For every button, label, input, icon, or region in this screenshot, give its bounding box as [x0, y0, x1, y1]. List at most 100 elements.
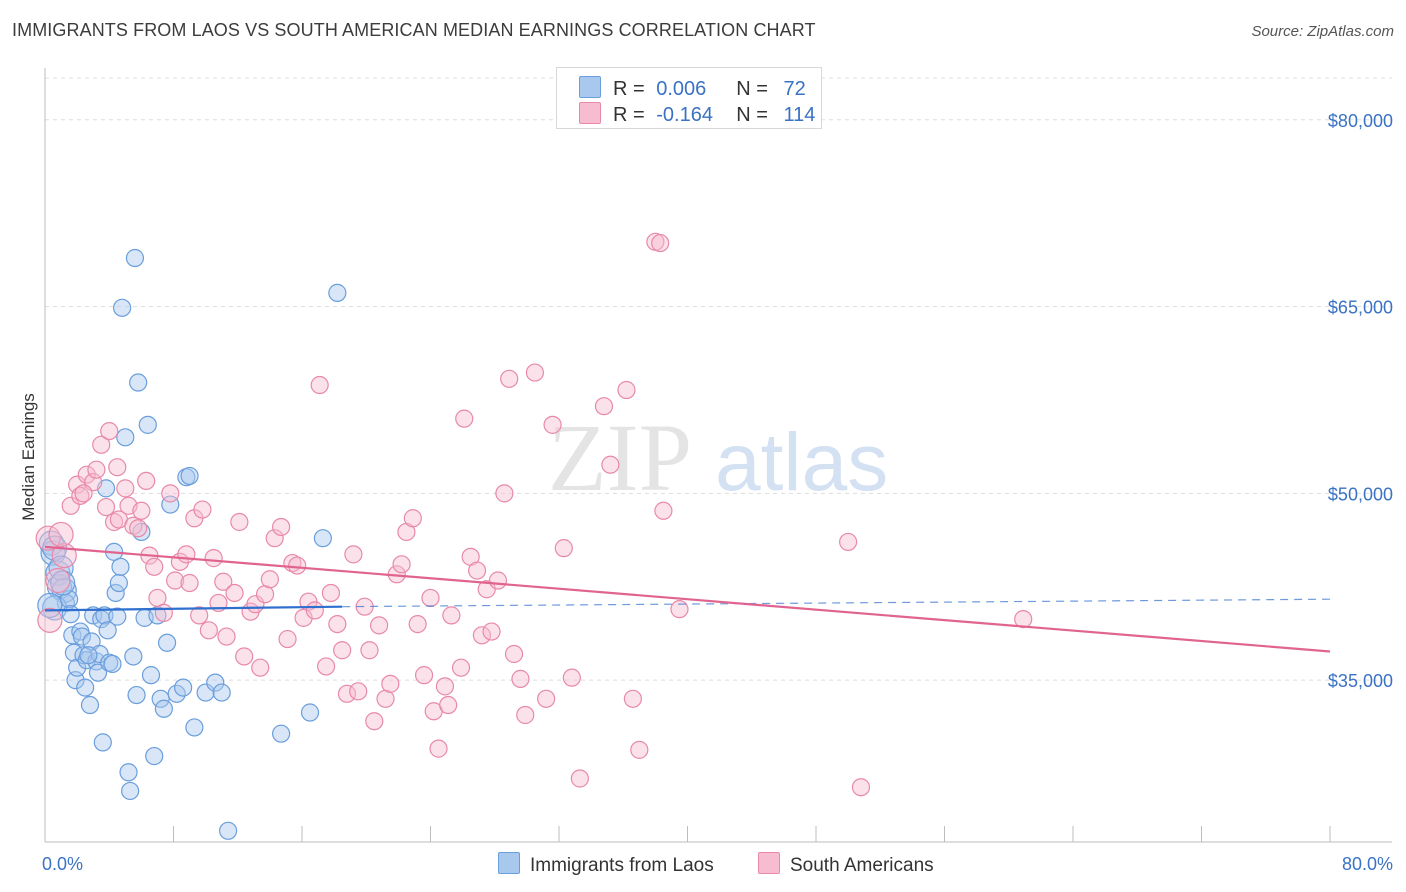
chart-title: IMMIGRANTS FROM LAOS VS SOUTH AMERICAN M…: [12, 20, 816, 40]
point-laos: [196, 683, 215, 702]
point-south-americans: [199, 621, 218, 640]
point-south-americans: [288, 556, 307, 575]
point-laos: [109, 573, 128, 593]
point-south-americans: [429, 739, 448, 758]
point-south-americans: [154, 603, 173, 622]
point-laos: [80, 695, 100, 715]
point-south-americans: [137, 471, 156, 491]
point-south-americans: [45, 567, 71, 594]
point-laos: [219, 821, 238, 840]
point-south-americans: [839, 532, 858, 552]
point-south-americans: [92, 435, 111, 454]
point-laos: [76, 678, 95, 697]
point-south-americans: [516, 705, 535, 725]
point-laos: [185, 718, 204, 737]
point-south-americans: [455, 409, 474, 428]
series-swatch-south-americans: [758, 852, 780, 874]
point-laos: [206, 673, 225, 692]
point-laos: [50, 570, 76, 596]
point-south-americans: [265, 529, 284, 548]
legend-r-label: R =: [613, 104, 645, 126]
point-south-americans: [108, 458, 127, 477]
point-south-americans: [193, 500, 212, 519]
point-south-americans: [61, 496, 80, 515]
series-label-laos: Immigrants from Laos: [530, 855, 714, 876]
point-south-americans: [403, 509, 422, 528]
grid-lines: [45, 77, 1392, 681]
point-south-americans: [235, 647, 254, 666]
point-south-americans: [321, 583, 341, 603]
point-south-americans: [472, 626, 491, 645]
point-south-americans: [654, 501, 673, 520]
point-laos: [272, 724, 291, 743]
point-south-americans: [392, 555, 411, 574]
point-laos: [95, 606, 114, 625]
trend-line-south-americans: [44, 545, 1331, 653]
point-south-americans: [414, 666, 434, 685]
point-south-americans: [525, 363, 545, 382]
point-south-americans: [601, 455, 620, 474]
point-south-americans: [495, 484, 514, 503]
point-south-americans: [230, 512, 249, 532]
point-south-americans: [272, 517, 291, 537]
correlation-legend: R = 0.006 N = 72 R = -0.164 N = 114: [556, 67, 822, 129]
point-south-americans: [166, 571, 185, 590]
point-laos: [313, 529, 332, 548]
series-label-south-americans: South Americans: [790, 855, 934, 876]
point-south-americans: [316, 657, 336, 676]
point-south-americans: [328, 614, 347, 634]
point-south-americans: [87, 460, 106, 479]
point-south-americans: [439, 695, 458, 715]
point-laos: [106, 583, 125, 603]
point-south-americans: [570, 769, 589, 788]
point-laos: [154, 699, 173, 718]
point-south-americans: [96, 497, 116, 517]
point-laos: [180, 466, 199, 486]
watermark-atlas: atlas: [715, 417, 888, 508]
series-legend-laos[interactable]: Immigrants from Laos: [498, 852, 714, 877]
legend-r-value-south-americans: -0.164: [656, 104, 713, 126]
point-laos: [72, 627, 92, 646]
point-laos: [112, 298, 132, 317]
point-south-americans: [214, 572, 233, 591]
legend-row-laos: R = 0.006 N = 72: [579, 76, 806, 100]
point-south-americans: [161, 484, 180, 503]
series-legend-south-americans[interactable]: South Americans: [758, 852, 934, 877]
zipatlas-watermark: ZIP atlas: [548, 404, 888, 511]
tick-labels: $35,000 $50,000 $65,000 $80,000 0.0% 80.0%: [42, 111, 1393, 874]
point-south-americans: [129, 519, 148, 538]
point-south-americans: [482, 622, 501, 641]
point-south-americans: [204, 549, 223, 568]
point-laos: [61, 605, 80, 624]
y-axis-label: Median Earnings: [19, 393, 38, 521]
point-south-americans: [74, 484, 93, 503]
point-south-americans: [442, 606, 461, 625]
point-south-americans: [365, 712, 384, 731]
legend-n-label: N =: [736, 104, 768, 126]
point-laos: [174, 678, 193, 697]
point-laos: [328, 283, 347, 302]
point-south-americans: [851, 778, 871, 797]
point-south-americans: [71, 486, 90, 505]
point-south-americans: [333, 641, 352, 660]
point-south-americans: [344, 545, 363, 564]
point-south-americans: [488, 571, 508, 590]
watermark-zip: ZIP: [548, 404, 692, 511]
point-south-americans: [177, 545, 196, 564]
point-laos: [124, 647, 143, 666]
y-tick-label: $80,000: [1328, 111, 1393, 131]
point-south-americans: [132, 501, 151, 520]
point-laos: [111, 557, 130, 576]
series-swatch-laos: [498, 852, 520, 874]
point-south-americans: [421, 588, 440, 608]
point-laos: [79, 646, 98, 665]
point-south-americans: [180, 573, 199, 593]
trend-lines: [44, 545, 1331, 653]
point-laos: [119, 763, 138, 782]
point-laos: [127, 685, 146, 705]
point-south-americans: [37, 607, 63, 633]
trend-extension-laos: [342, 598, 1331, 608]
point-south-americans: [337, 684, 357, 703]
point-south-americans: [623, 689, 642, 708]
